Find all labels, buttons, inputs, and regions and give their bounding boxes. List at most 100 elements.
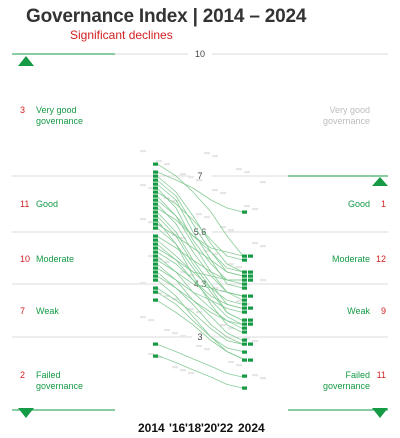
mark-2014 xyxy=(153,174,158,178)
series-line-17 xyxy=(156,235,244,285)
mark-2014 xyxy=(153,202,158,206)
background-mark xyxy=(164,163,170,166)
background-mark xyxy=(172,200,178,203)
mark-2024 xyxy=(242,298,247,302)
mark-2024 xyxy=(242,374,247,378)
background-mark xyxy=(236,364,242,367)
mark-2024 xyxy=(242,254,247,258)
background-mark xyxy=(212,189,218,192)
background-mark xyxy=(148,221,154,224)
background-mark xyxy=(164,295,170,298)
mark-2014 xyxy=(153,262,158,266)
background-mark xyxy=(220,192,226,195)
series-line-15 xyxy=(156,223,244,277)
background-mark xyxy=(260,279,266,282)
background-mark xyxy=(252,374,258,377)
year-label-20: '20 xyxy=(201,421,218,435)
mark-2024 xyxy=(242,210,247,214)
threshold-label-4.3: 4.3 xyxy=(194,279,207,289)
mark-2014 xyxy=(153,178,158,182)
background-mark xyxy=(140,218,146,221)
mark-2014 xyxy=(153,190,158,194)
mark-2014 xyxy=(153,222,158,226)
mark-2024 xyxy=(248,358,253,362)
mark-2024 xyxy=(242,318,247,322)
right-count-failed: 11 xyxy=(376,370,386,380)
background-mark xyxy=(212,287,218,290)
mark-2024 xyxy=(242,274,247,278)
background-mark xyxy=(188,308,194,311)
series-line-31 xyxy=(156,299,244,360)
right-label-weak: Weak xyxy=(347,306,370,316)
background-mark xyxy=(228,361,234,364)
right-label-moderate: Moderate xyxy=(331,254,370,264)
mark-2014 xyxy=(153,246,158,250)
series-line-1 xyxy=(156,163,244,257)
mark-2024 xyxy=(248,278,253,282)
background-mark xyxy=(244,337,250,340)
background-mark xyxy=(140,316,146,319)
mark-2014 xyxy=(153,258,158,262)
series-line-7 xyxy=(156,191,244,261)
mark-2024 xyxy=(242,326,247,330)
left-label-weak: Weak xyxy=(36,306,59,316)
left-count-moderate: 10 xyxy=(20,254,31,264)
background-mark xyxy=(140,184,146,187)
background-mark xyxy=(156,356,162,359)
background-mark xyxy=(188,372,194,375)
background-mark xyxy=(180,335,186,338)
year-label-2024: 2024 xyxy=(238,421,265,435)
mark-2024 xyxy=(248,318,253,322)
background-mark xyxy=(236,168,242,171)
background-mark xyxy=(188,176,194,179)
chart-subtitle: Significant declines xyxy=(70,28,173,42)
background-mark xyxy=(196,345,202,348)
mark-2014 xyxy=(153,250,158,254)
right-count-weak: 9 xyxy=(380,306,386,316)
threshold-label-5.6: 5.6 xyxy=(194,227,207,237)
series-line-22 xyxy=(156,255,244,330)
left-count-good: 11 xyxy=(20,199,30,209)
mark-2014 xyxy=(153,254,158,258)
mark-2024 xyxy=(242,330,247,334)
up-triangle-icon xyxy=(372,177,388,186)
background-mark xyxy=(204,348,210,351)
mark-2014 xyxy=(153,298,158,302)
mark-2014 xyxy=(153,274,158,278)
background-mark xyxy=(140,282,146,285)
background-mark xyxy=(260,245,266,248)
right-count-good: 1 xyxy=(380,199,386,209)
left-count-very-good: 3 xyxy=(20,105,26,115)
down-triangle-icon xyxy=(372,408,388,418)
left-count-failed: 2 xyxy=(20,370,26,380)
background-mark xyxy=(252,340,258,343)
mark-2014 xyxy=(153,210,158,214)
mark-2014 xyxy=(153,354,158,358)
background-mark xyxy=(244,171,250,174)
mark-2014 xyxy=(153,242,158,246)
background-mark xyxy=(220,226,226,229)
background-mark xyxy=(236,266,242,269)
mark-2024 xyxy=(242,270,247,274)
mark-2014 xyxy=(153,206,158,210)
mark-2014 xyxy=(153,226,158,230)
mark-2014 xyxy=(153,170,158,174)
mark-2014 xyxy=(153,234,158,238)
mark-2024 xyxy=(242,258,247,262)
series-line-25 xyxy=(156,267,244,313)
background-mark xyxy=(228,229,234,232)
mark-2024 xyxy=(248,322,253,326)
background-mark xyxy=(196,213,202,216)
background-mark xyxy=(252,242,258,245)
mark-2014 xyxy=(153,218,158,222)
background-mark xyxy=(156,160,162,163)
mark-2014 xyxy=(153,286,158,290)
series-line-32 xyxy=(156,343,244,378)
mark-2024 xyxy=(242,282,247,286)
left-label-failed: Failed governance xyxy=(36,370,84,391)
left-label-moderate: Moderate xyxy=(36,254,75,264)
background-mark xyxy=(212,253,218,256)
right-label-failed: Failed governance xyxy=(322,370,370,391)
mark-2024 xyxy=(242,310,247,314)
threshold-label-3: 3 xyxy=(197,332,202,342)
